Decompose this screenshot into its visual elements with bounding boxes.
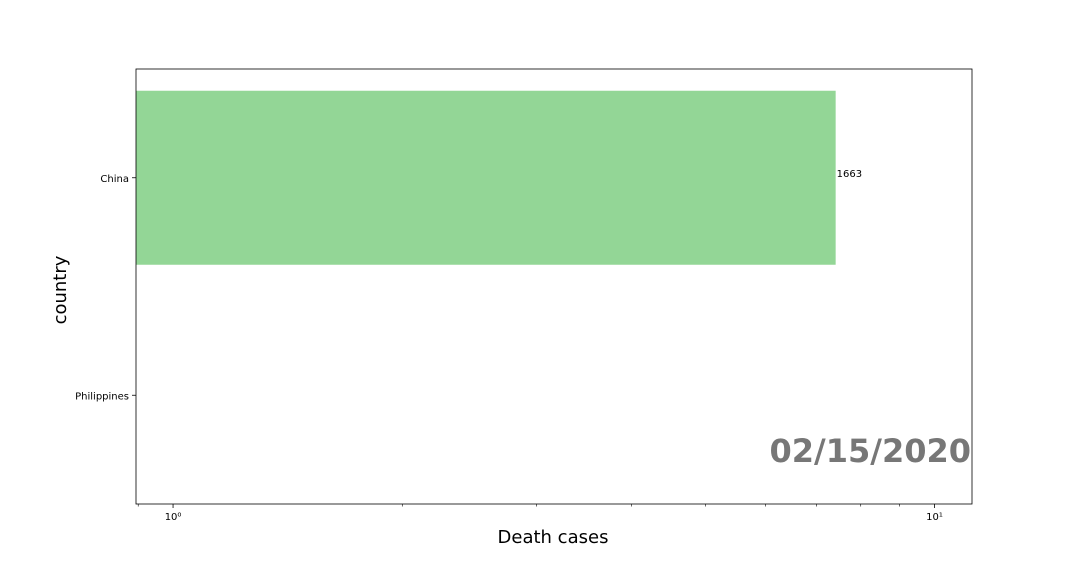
plot-frame [135,68,973,505]
x-tick-label: 10¹ [926,512,943,523]
y-tick-label: China [100,174,129,185]
bar-annotation: 1663 [837,169,862,180]
y-axis-label: country [50,255,71,324]
y-tick-label: Philippines [75,391,129,402]
date-label: 02/15/2020 [770,432,972,470]
x-tick-label: 10⁰ [165,512,182,523]
bar [136,90,836,265]
x-axis-label: Death cases [498,527,609,548]
